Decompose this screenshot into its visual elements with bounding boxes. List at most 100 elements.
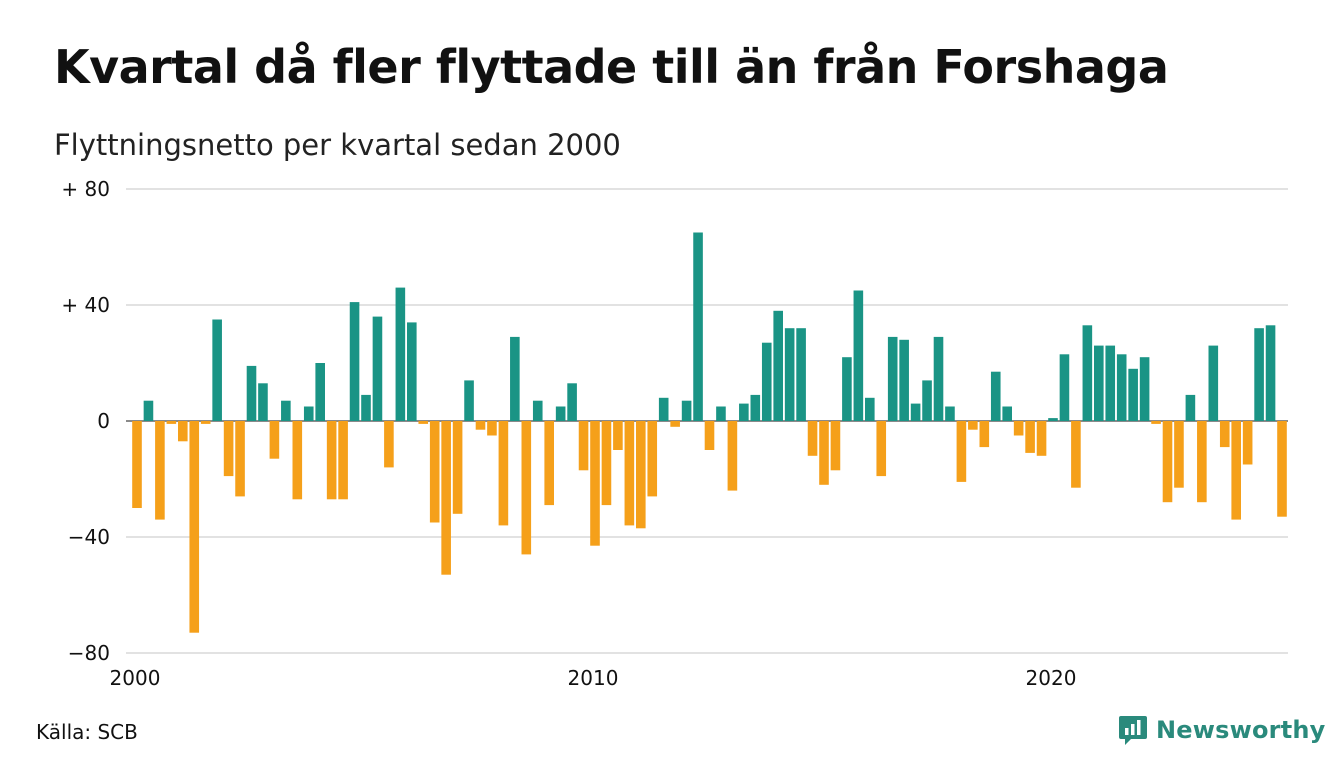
bar-positive — [990, 371, 1001, 421]
bar-negative — [326, 421, 337, 500]
bar-negative — [498, 421, 509, 526]
bar-positive — [532, 400, 543, 421]
bar-positive — [361, 394, 371, 421]
bar-negative — [166, 421, 177, 424]
y-axis-labels: + 80 + 40 0 −40 −80 — [61, 177, 110, 665]
bar-negative — [647, 421, 658, 497]
bar-negative — [338, 421, 348, 500]
bar-negative — [1071, 421, 1081, 488]
bar-negative — [544, 421, 554, 506]
bar-positive — [510, 336, 520, 421]
bar-negative — [1197, 421, 1207, 503]
y-tick-label: + 80 — [61, 177, 110, 201]
bars — [132, 232, 1287, 633]
bar-positive — [315, 363, 325, 421]
bar-negative — [819, 421, 829, 485]
bar-positive — [693, 232, 703, 421]
bar-positive — [281, 400, 291, 421]
bar-positive — [1139, 357, 1150, 421]
bar-positive — [796, 328, 806, 421]
bar-positive — [212, 319, 222, 421]
bar-negative — [807, 421, 818, 456]
bar-positive — [1048, 418, 1058, 421]
bar-positive — [887, 336, 898, 421]
bar-negative — [269, 421, 280, 459]
bar-negative — [704, 421, 715, 450]
bar-positive — [750, 394, 761, 421]
bar-positive — [1059, 354, 1070, 421]
bar-negative — [636, 421, 646, 529]
bar-positive — [739, 403, 749, 421]
bar-positive — [716, 406, 726, 421]
bar-negative — [601, 421, 612, 506]
bar-negative — [1277, 421, 1287, 517]
brand-name: Newsworthy — [1156, 716, 1326, 744]
bar-negative — [876, 421, 887, 477]
y-tick-label: + 40 — [61, 293, 110, 317]
x-tick-label: 2000 — [110, 666, 161, 690]
bar-positive — [303, 406, 314, 421]
y-tick-label: −80 — [68, 641, 110, 665]
bar-positive — [773, 310, 783, 421]
bar-negative — [223, 421, 234, 477]
bar-positive — [407, 322, 417, 421]
bar-positive — [567, 383, 577, 421]
bar-negative — [452, 421, 463, 514]
bar-negative — [178, 421, 188, 442]
bar-positive — [372, 316, 383, 421]
chart-subtitle: Flyttningsnetto per kvartal sedan 2000 — [54, 128, 621, 162]
bar-positive — [246, 365, 257, 421]
bar-negative — [189, 421, 200, 633]
bar-positive — [1265, 325, 1276, 421]
bar-negative — [624, 421, 635, 526]
bar-positive — [899, 339, 909, 421]
bar-negative — [1013, 421, 1024, 436]
y-tick-label: −40 — [68, 525, 110, 549]
bar-positive — [258, 383, 268, 421]
bar-positive — [853, 290, 864, 421]
x-tick-label: 2020 — [1026, 666, 1077, 690]
y-tick-label: 0 — [97, 409, 110, 433]
bar-positive — [1094, 345, 1104, 421]
x-tick-label: 2010 — [568, 666, 619, 690]
chart-title: Kvartal då fler flyttade till än från Fo… — [54, 40, 1169, 94]
bar-positive — [555, 406, 566, 421]
bar-negative — [1242, 421, 1253, 465]
bar-negative — [521, 421, 532, 555]
bar-positive — [658, 397, 669, 421]
x-axis-labels: 2000 2010 2020 — [110, 666, 1077, 690]
source-note: Källa: SCB — [36, 720, 138, 744]
bar-negative — [590, 421, 600, 546]
bar-negative — [1025, 421, 1035, 453]
bar-negative — [956, 421, 967, 482]
bar-negative — [1231, 421, 1241, 520]
bar-positive — [1002, 406, 1012, 421]
bar-positive — [910, 403, 921, 421]
bar-negative — [1162, 421, 1173, 503]
bar-negative — [979, 421, 990, 448]
bar-positive — [1254, 328, 1264, 421]
bar-positive — [922, 380, 932, 421]
bar-positive — [1208, 345, 1219, 421]
bar-positive — [784, 328, 795, 421]
bar-negative — [1174, 421, 1184, 488]
bar-positive — [865, 397, 875, 421]
bar-positive — [945, 406, 955, 421]
bar-positive — [143, 400, 154, 421]
bar-positive — [1128, 368, 1138, 421]
brand-logo: Newsworthy — [1118, 714, 1326, 746]
bar-negative — [613, 421, 623, 450]
bar-positive — [1116, 354, 1127, 421]
bar-negative — [578, 421, 589, 471]
bar-negative — [132, 421, 142, 508]
bar-positive — [1082, 325, 1093, 421]
bar-positive — [464, 380, 474, 421]
bar-positive — [933, 336, 944, 421]
bar-negative — [727, 421, 738, 491]
bar-positive — [395, 287, 406, 421]
bar-positive — [681, 400, 692, 421]
bar-negative — [200, 421, 211, 424]
bar-positive — [761, 342, 772, 421]
bar-positive — [1105, 345, 1116, 421]
